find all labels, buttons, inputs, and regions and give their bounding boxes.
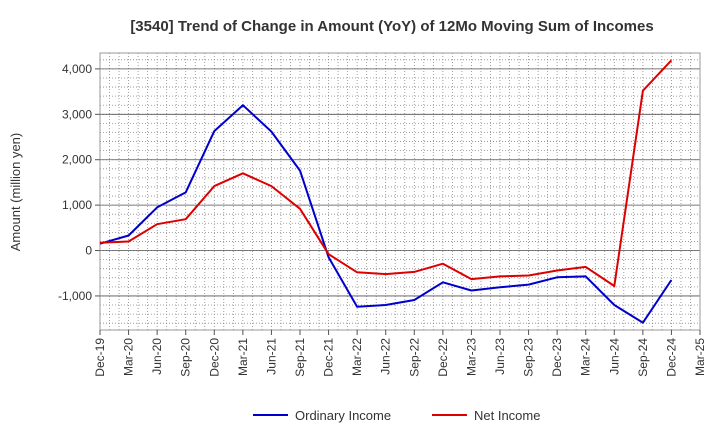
x-tick-label: Mar-23 (464, 338, 478, 376)
chart-title: [3540] Trend of Change in Amount (YoY) o… (130, 18, 653, 35)
x-tick-label: Mar-25 (693, 338, 707, 376)
x-tick-label: Dec-20 (207, 338, 221, 377)
series-lines (99, 59, 673, 324)
x-tick-label: Mar-20 (122, 338, 136, 376)
x-tick-label: Dec-24 (664, 338, 678, 377)
y-tick-label: 3,000 (62, 107, 92, 121)
y-axis-label: Amount (million yen) (8, 133, 23, 252)
x-tick-label: Jun-24 (607, 338, 621, 375)
y-tick-label: 1,000 (62, 198, 92, 212)
x-tick-label: Mar-24 (579, 338, 593, 376)
x-tick-label: Sep-21 (293, 338, 307, 377)
x-tick-label: Dec-21 (322, 338, 336, 377)
x-tick-label: Sep-24 (636, 338, 650, 377)
x-tick-labels: Dec-19 Mar-20 Jun-20 Sep-20 Dec-20 Mar-21 Jun-… (93, 330, 707, 377)
y-tick-label: 2,000 (62, 153, 92, 167)
x-tick-label: Dec-22 (436, 338, 450, 377)
y-tick-label: -1,000 (58, 289, 92, 303)
y-tick-label: 0 (85, 244, 92, 258)
x-tick-label: Jun-20 (150, 338, 164, 375)
legend-label: Ordinary Income (295, 408, 391, 423)
grid (100, 53, 701, 330)
legend: Ordinary Income Net Income (253, 408, 540, 423)
x-tick-label: Sep-23 (522, 338, 536, 377)
x-tick-label: Mar-21 (236, 338, 250, 376)
y-tick-labels: -1,000 0 1,000 2,000 3,000 4,000 (58, 62, 100, 303)
x-tick-label: Jun-23 (493, 338, 507, 375)
legend-label: Net Income (474, 408, 540, 423)
x-tick-label: Dec-19 (93, 338, 107, 377)
x-tick-label: Jun-22 (379, 338, 393, 375)
x-tick-label: Sep-20 (179, 338, 193, 377)
x-tick-label: Mar-22 (350, 338, 364, 376)
y-tick-label: 4,000 (62, 62, 92, 76)
series-line-net-income (99, 59, 673, 287)
x-tick-label: Jun-21 (264, 338, 278, 375)
plot-area-frame (99, 52, 701, 331)
x-tick-label: Dec-23 (550, 338, 564, 377)
x-tick-label: Sep-22 (407, 338, 421, 377)
series-line-ordinary-income (99, 104, 673, 324)
